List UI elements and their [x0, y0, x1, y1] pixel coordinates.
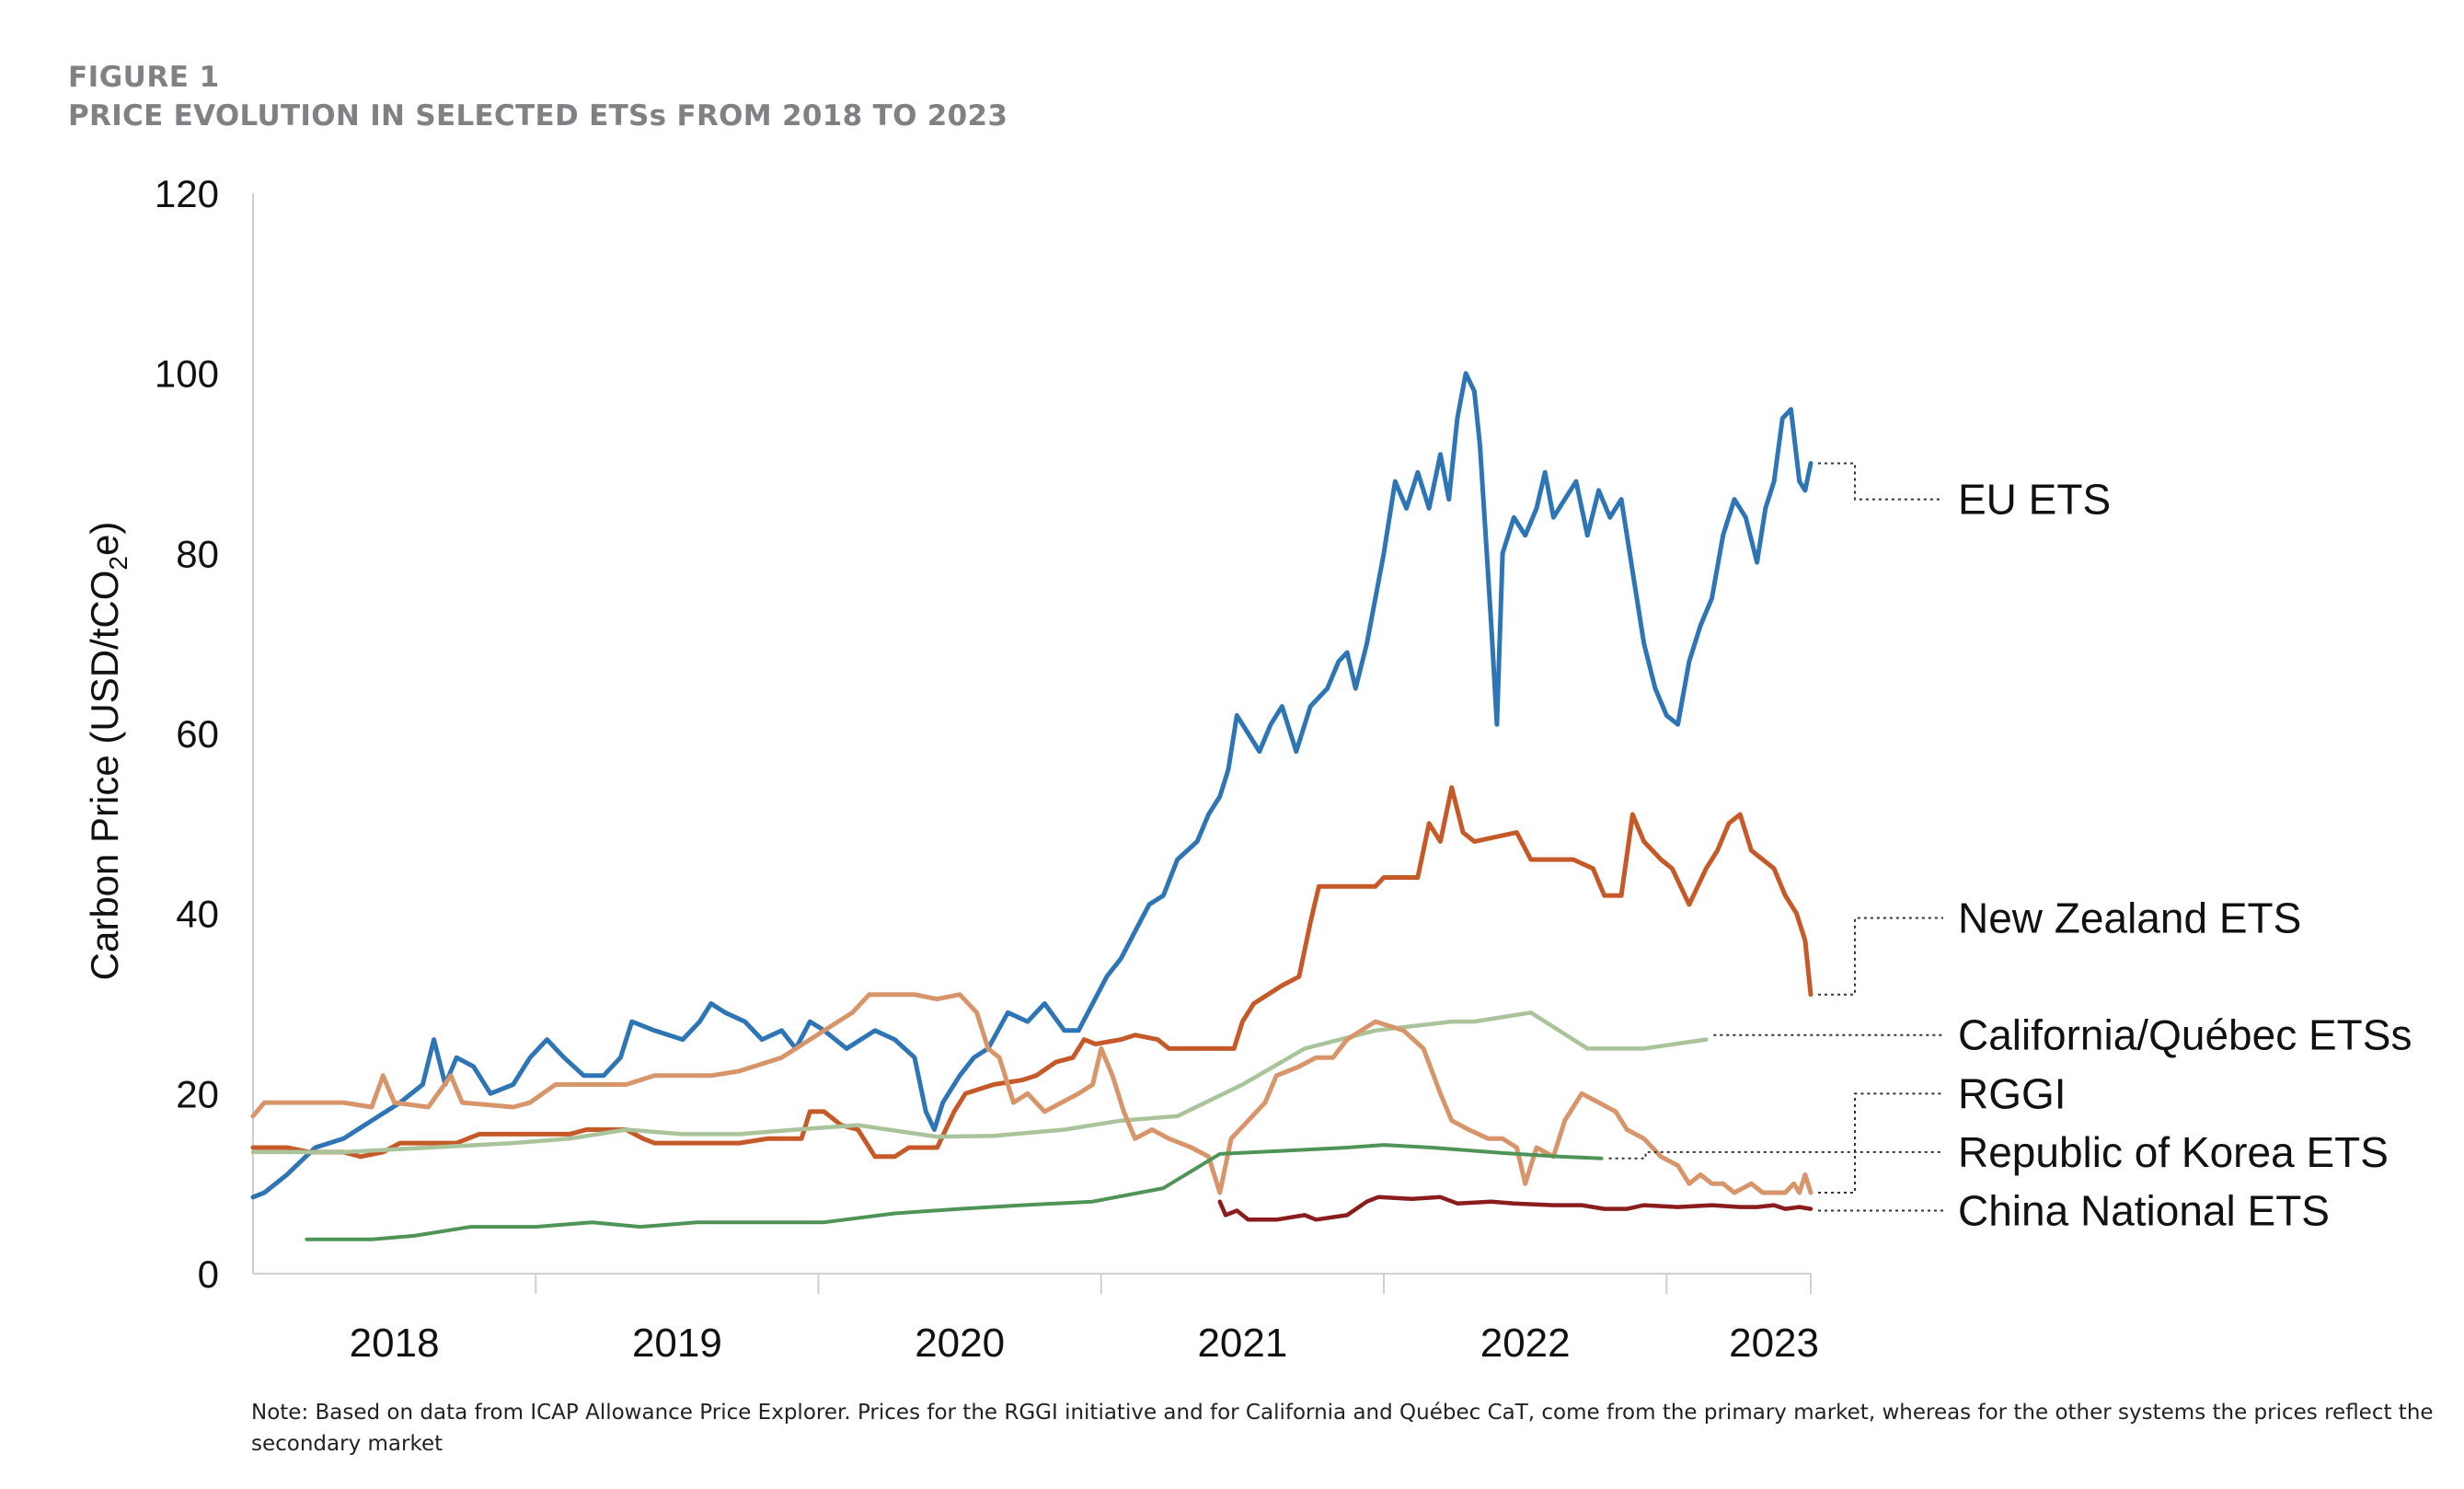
- axes-group: 0 20 40 60 80 100 120 2018 2019 2020 2021 2022 2023: [155, 172, 1819, 1366]
- y-tick-label: 100: [155, 352, 219, 396]
- x-tick-label: 2021: [1197, 1321, 1287, 1366]
- series-group: [250, 371, 1813, 1241]
- y-tick-label: 60: [176, 712, 219, 756]
- legend-label: California/Québec ETSs: [1958, 1011, 2412, 1059]
- legend-leader-line: [1608, 1150, 1943, 1160]
- series-line: [250, 992, 1813, 1195]
- series-line: [250, 371, 1813, 1200]
- x-tick-label: 2020: [915, 1321, 1005, 1366]
- source-note: Note: Based on data from ICAP Allowance …: [251, 1401, 2434, 1456]
- series-line: [305, 1143, 1604, 1241]
- series-line: [250, 1010, 1709, 1155]
- y-tick-label: 40: [176, 893, 219, 936]
- x-tick-label: 2022: [1480, 1321, 1571, 1366]
- legend-leader-line: [1818, 462, 1943, 501]
- series-line: [250, 785, 1813, 1160]
- y-tick-label: 120: [155, 172, 219, 215]
- y-tick-label: 20: [176, 1072, 219, 1115]
- legend-label: RGGI: [1958, 1069, 2067, 1117]
- legend-leader-line: [1818, 917, 1943, 996]
- figure-title: PRICE EVOLUTION IN SELECTED ETSs FROM 20…: [68, 99, 1008, 133]
- series-line: [1217, 1195, 1813, 1222]
- x-tick-label: 2023: [1729, 1321, 1819, 1366]
- figure-label: FIGURE 1: [68, 61, 220, 94]
- x-tick-label: 2019: [632, 1321, 722, 1366]
- legend-label: Republic of Korea ETS: [1958, 1128, 2389, 1176]
- legend-group: EU ETS New Zealand ETS California/Québec E…: [1608, 462, 2412, 1235]
- x-tick-label: 2018: [350, 1321, 440, 1366]
- legend-label: China National ETS: [1958, 1187, 2330, 1235]
- y-axis-label: Carbon Price (USD/tCO2e): [83, 522, 132, 981]
- legend-leader-line: [1818, 1092, 1943, 1194]
- legend-label: New Zealand ETS: [1958, 895, 2301, 942]
- legend-label: EU ETS: [1958, 476, 2111, 524]
- y-tick-label: 0: [198, 1252, 219, 1296]
- y-tick-label: 80: [176, 532, 219, 575]
